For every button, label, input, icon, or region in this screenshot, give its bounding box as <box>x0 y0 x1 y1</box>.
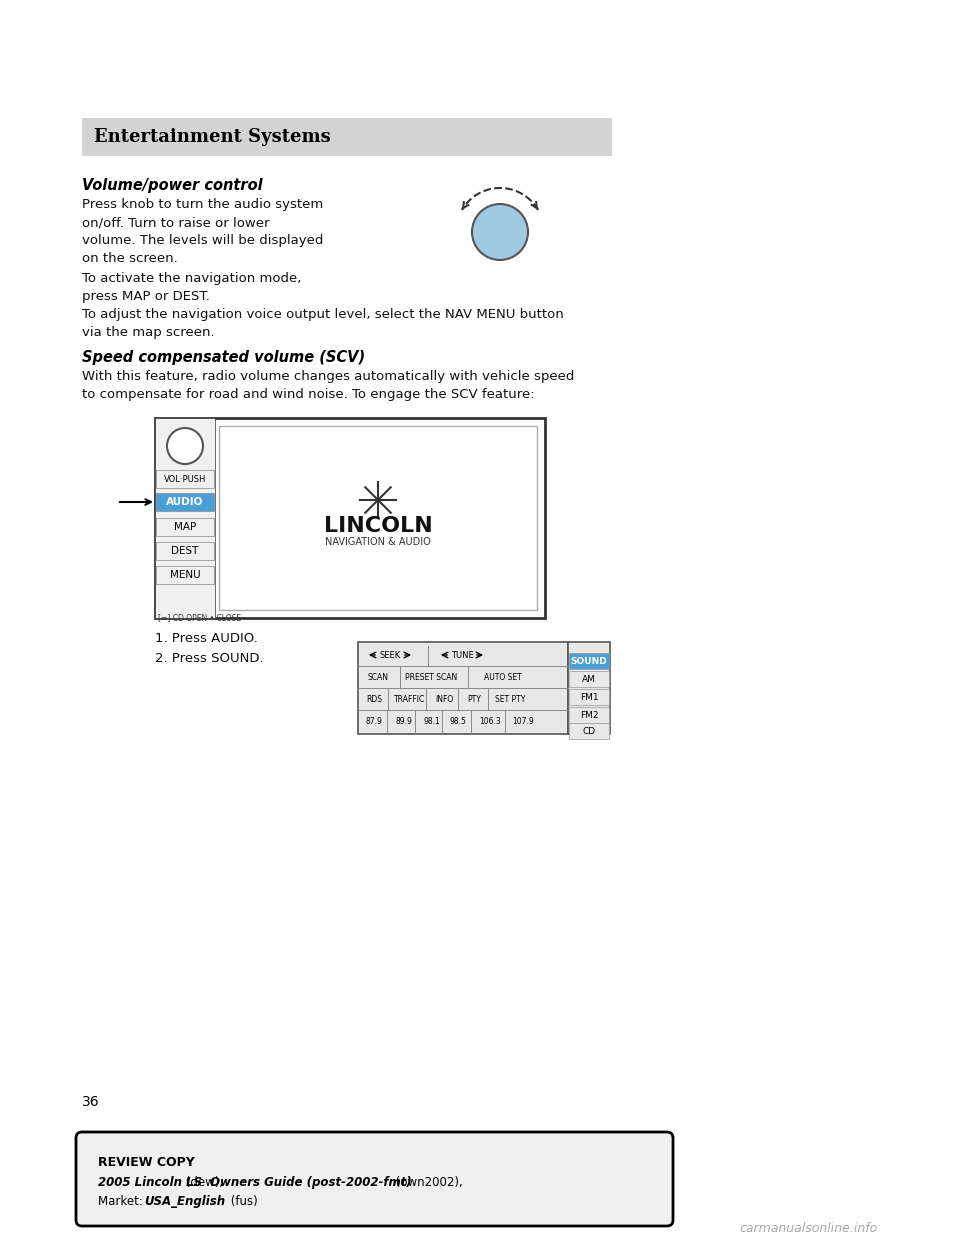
Text: With this feature, radio volume changes automatically with vehicle speed
to comp: With this feature, radio volume changes … <box>82 370 574 401</box>
Text: 98.5: 98.5 <box>449 718 467 727</box>
Text: 36: 36 <box>82 1095 100 1109</box>
FancyBboxPatch shape <box>156 542 214 560</box>
Text: LINCOLN: LINCOLN <box>324 515 432 537</box>
FancyBboxPatch shape <box>76 1131 673 1226</box>
Text: VOL·PUSH: VOL·PUSH <box>164 474 206 483</box>
Text: 106.3: 106.3 <box>479 718 501 727</box>
Text: FM1: FM1 <box>580 693 598 702</box>
Text: To activate the navigation mode,
press MAP or DEST.: To activate the navigation mode, press M… <box>82 272 301 303</box>
Text: RDS: RDS <box>366 694 382 703</box>
FancyBboxPatch shape <box>569 653 609 669</box>
Text: AM: AM <box>582 674 596 683</box>
Text: 87.9: 87.9 <box>366 718 382 727</box>
FancyBboxPatch shape <box>569 707 609 723</box>
FancyBboxPatch shape <box>155 419 215 619</box>
Circle shape <box>472 204 528 260</box>
FancyBboxPatch shape <box>156 566 214 584</box>
Text: To adjust the navigation voice output level, select the NAV MENU button
via the : To adjust the navigation voice output le… <box>82 308 564 339</box>
Text: Press knob to turn the audio system
on/off. Turn to raise or lower
volume. The l: Press knob to turn the audio system on/o… <box>82 197 324 265</box>
FancyBboxPatch shape <box>568 642 610 734</box>
Text: NAVIGATION & AUDIO: NAVIGATION & AUDIO <box>325 537 431 546</box>
Text: SCAN: SCAN <box>368 673 389 683</box>
Text: (own2002),: (own2002), <box>392 1176 463 1189</box>
Circle shape <box>167 428 203 465</box>
Text: 107.9: 107.9 <box>512 718 534 727</box>
Text: (dew),: (dew), <box>182 1176 227 1189</box>
Text: SET PTY: SET PTY <box>494 694 525 703</box>
FancyBboxPatch shape <box>569 671 609 687</box>
Text: TRAFFIC: TRAFFIC <box>395 694 425 703</box>
Text: SEEK: SEEK <box>379 651 400 660</box>
Text: 2. Press SOUND.: 2. Press SOUND. <box>155 652 264 664</box>
Text: [=] CD OPEN • CLOSE: [=] CD OPEN • CLOSE <box>158 614 241 622</box>
Text: 1. Press AUDIO.: 1. Press AUDIO. <box>155 632 258 645</box>
Text: CD: CD <box>583 727 595 735</box>
Text: PRESET SCAN: PRESET SCAN <box>405 673 457 683</box>
Text: MAP: MAP <box>174 522 196 532</box>
Text: Market:: Market: <box>98 1195 151 1208</box>
FancyBboxPatch shape <box>569 689 609 705</box>
FancyBboxPatch shape <box>82 118 612 156</box>
Text: PTY: PTY <box>468 694 481 703</box>
Text: FM2: FM2 <box>580 710 598 719</box>
Text: Speed compensated volume (SCV): Speed compensated volume (SCV) <box>82 350 365 365</box>
Text: INFO: INFO <box>435 694 453 703</box>
FancyBboxPatch shape <box>156 469 214 488</box>
Text: 98.1: 98.1 <box>423 718 441 727</box>
Text: USA_English: USA_English <box>144 1195 226 1208</box>
Text: REVIEW COPY: REVIEW COPY <box>98 1156 195 1169</box>
Text: 89.9: 89.9 <box>396 718 413 727</box>
Text: carmanualsonline.info: carmanualsonline.info <box>740 1222 878 1235</box>
Text: MENU: MENU <box>170 570 201 580</box>
Text: DEST: DEST <box>171 546 199 556</box>
Text: 2005 Lincoln LS: 2005 Lincoln LS <box>98 1176 203 1189</box>
Text: Owners Guide (post-2002-fmt): Owners Guide (post-2002-fmt) <box>210 1176 412 1189</box>
Text: TUNE: TUNE <box>450 651 473 660</box>
FancyBboxPatch shape <box>156 518 214 537</box>
FancyBboxPatch shape <box>155 419 545 619</box>
FancyBboxPatch shape <box>219 426 537 610</box>
Text: (fus): (fus) <box>227 1195 257 1208</box>
FancyBboxPatch shape <box>156 493 214 510</box>
Text: AUDIO: AUDIO <box>166 497 204 507</box>
Text: SOUND: SOUND <box>570 657 608 666</box>
Text: Volume/power control: Volume/power control <box>82 178 263 193</box>
FancyBboxPatch shape <box>569 723 609 739</box>
FancyBboxPatch shape <box>358 642 568 734</box>
Text: AUTO SET: AUTO SET <box>484 673 522 683</box>
Text: Entertainment Systems: Entertainment Systems <box>94 128 331 147</box>
